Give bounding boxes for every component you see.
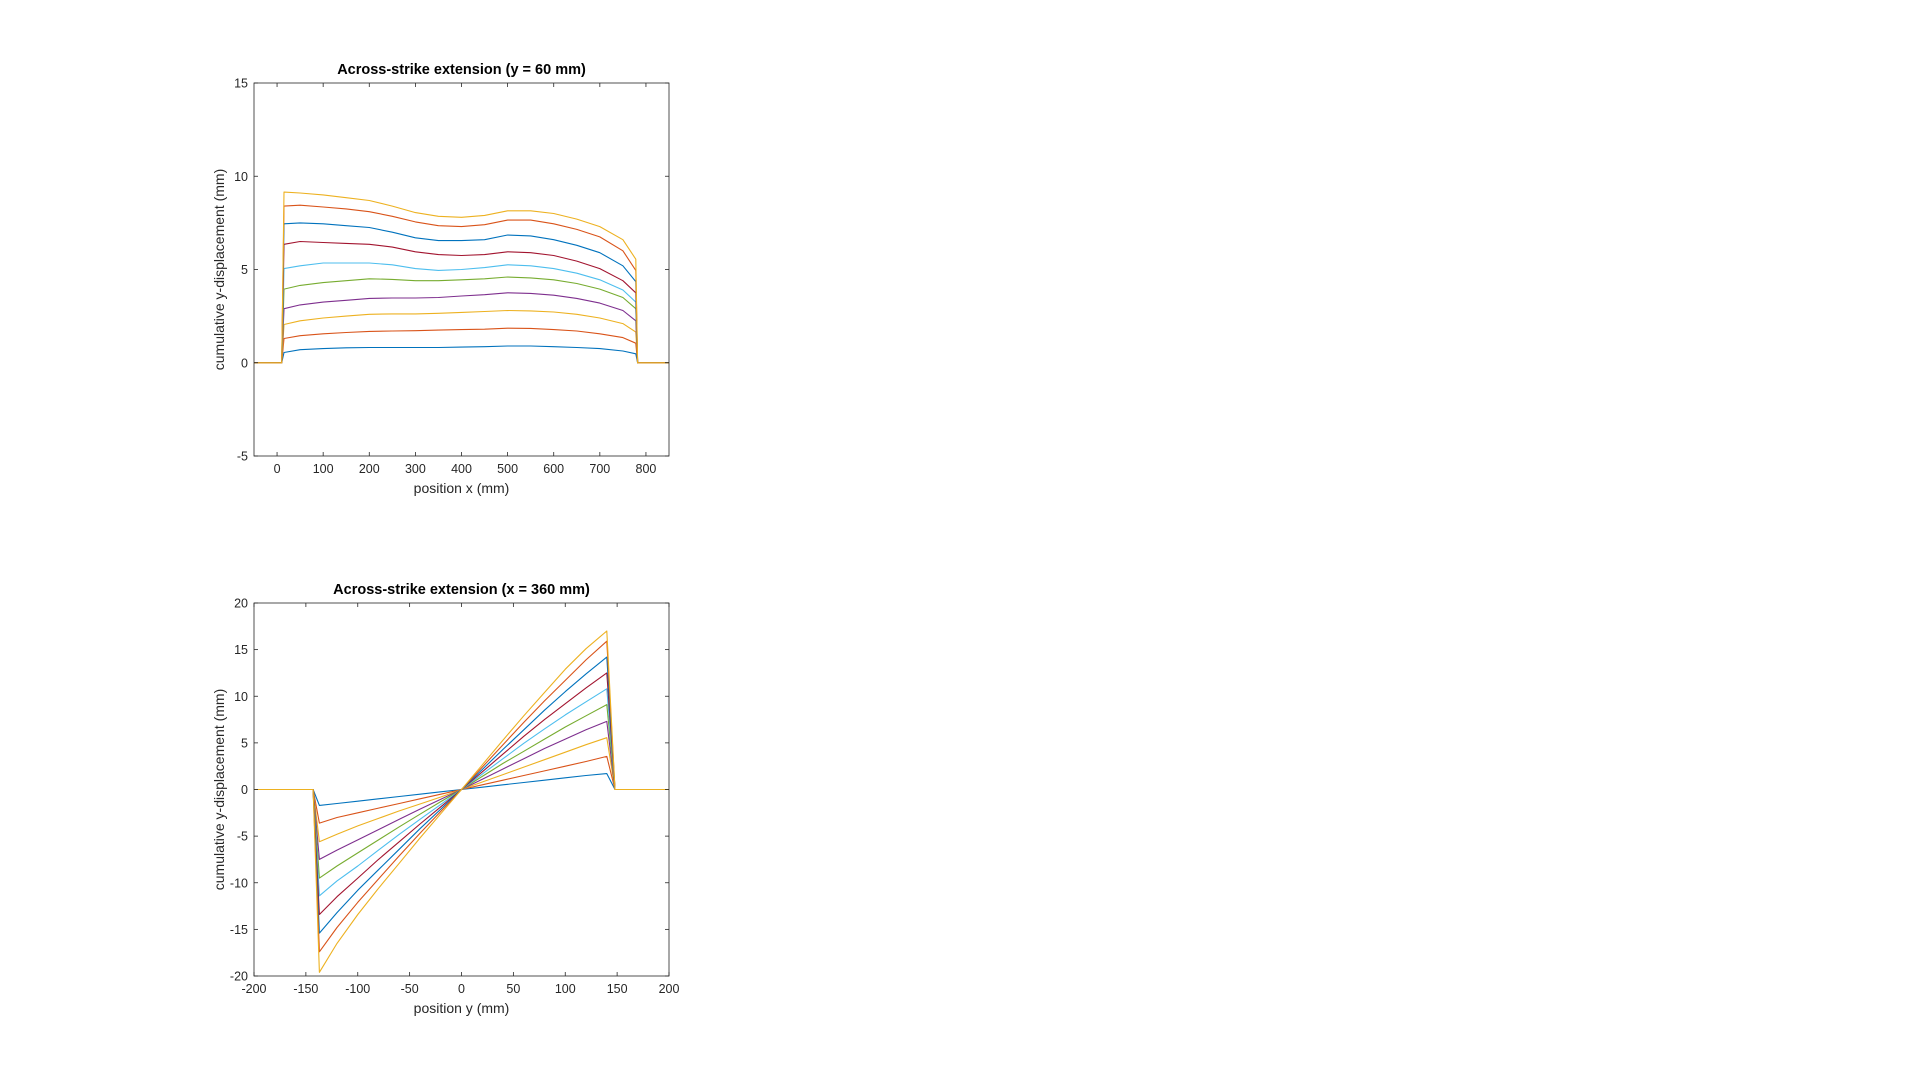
chart-title: Across-strike extension (y = 60 mm) — [337, 62, 586, 78]
x-tick-label: 100 — [555, 982, 576, 996]
series-line-4 — [254, 292, 669, 364]
x-tick-label: 50 — [506, 982, 520, 996]
series-line-6 — [254, 262, 669, 364]
y-tick-label: 10 — [234, 690, 248, 704]
y-axis-label: cumulative y-displacement (mm) — [211, 689, 227, 891]
y-tick-label: 0 — [241, 356, 248, 370]
series-line-9 — [254, 204, 669, 364]
x-tick-label: 500 — [497, 462, 518, 476]
series-line-7 — [254, 240, 669, 364]
x-tick-label: 0 — [274, 462, 281, 476]
y-axis-label: cumulative y-displacement (mm) — [211, 169, 227, 371]
x-tick-label: 150 — [607, 982, 628, 996]
x-tick-label: -50 — [401, 982, 419, 996]
y-tick-label: 0 — [241, 783, 248, 797]
series-line-3 — [254, 309, 669, 364]
x-tick-label: 300 — [405, 462, 426, 476]
x-axis-label: position y (mm) — [414, 1000, 510, 1016]
chart-1: 0 100 200 300 400 500 600 700 800 -5 0 5 10 15 Across-… — [211, 62, 670, 496]
series-group — [254, 630, 669, 973]
y-tick-label: -15 — [230, 923, 248, 937]
y-tick-label: 10 — [234, 170, 248, 184]
x-tick-label: 200 — [659, 982, 680, 996]
x-tick-label: -200 — [241, 982, 266, 996]
series-group — [254, 191, 669, 364]
series-line-1 — [254, 345, 669, 364]
y-tick-label: 5 — [241, 736, 248, 750]
chart-2: -200 -150 -100 -50 0 50 100 150 200-20-15-10-505… — [211, 582, 679, 1016]
x-tick-label: 400 — [451, 462, 472, 476]
x-tick-label: 800 — [636, 462, 657, 476]
x-tick-label: -150 — [293, 982, 318, 996]
x-tick-label: 200 — [359, 462, 380, 476]
y-tick-label: 5 — [241, 263, 248, 277]
x-axis-label: position x (mm) — [414, 480, 510, 496]
y-tick-label: 15 — [234, 77, 248, 91]
x-tick-label: 600 — [543, 462, 564, 476]
series-line-2 — [254, 327, 669, 364]
y-tick-label: -10 — [230, 876, 248, 890]
y-tick-label: -20 — [230, 970, 248, 984]
series-line-10 — [254, 630, 669, 973]
chart-title: Across-strike extension (x = 360 mm) — [333, 582, 590, 598]
x-tick-label: 700 — [589, 462, 610, 476]
x-tick-label: 100 — [313, 462, 334, 476]
y-tick-label: 15 — [234, 643, 248, 657]
y-tick-label: 20 — [234, 597, 248, 611]
x-tick-label: 0 — [458, 982, 465, 996]
y-tick-label: -5 — [237, 830, 248, 844]
series-line-5 — [254, 276, 669, 364]
y-tick-label: -5 — [237, 450, 248, 464]
series-line-10 — [254, 191, 669, 364]
x-tick-label: -100 — [345, 982, 370, 996]
series-line-8 — [254, 222, 669, 364]
